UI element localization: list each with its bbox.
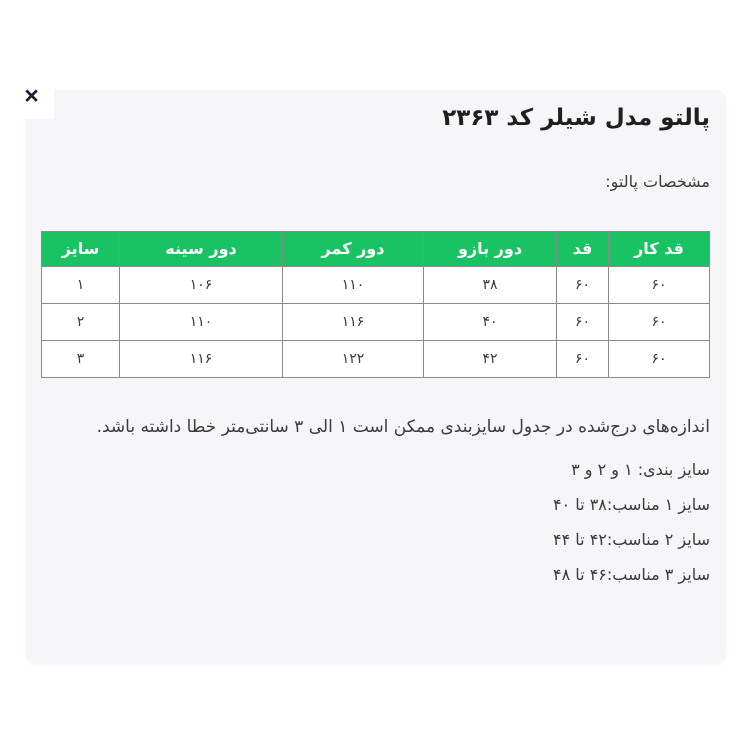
size-table-body: ۶۰ ۶۰ ۳۸ ۱۱۰ ۱۰۶ ۱ ۶۰ ۶۰ ۴۰ ۱۱۶ ۱۱۰ ۲ ۶۰ ۶۰ ۴۲ ۱۲۲ ۱۱۶ ۳ <box>41 265 710 378</box>
size-table: قد کار قد دور بازو دور کمر دور سینه سایز ۶۰ ۶۰… <box>41 230 710 378</box>
size-table-row: ۶۰ ۶۰ ۴۰ ۱۱۶ ۱۱۰ ۲ <box>41 302 710 341</box>
size-table-col-header: سایز <box>41 230 120 267</box>
size-table-cell: ۳ <box>41 339 120 378</box>
tolerance-note: اندازه‌های درج‌شده در جدول سایزبندی ممکن… <box>96 416 710 437</box>
size-table-cell: ۱۰۶ <box>119 265 283 304</box>
size-table-header-row: قد کار قد دور بازو دور کمر دور سینه سایز <box>41 230 710 267</box>
size-table-cell: ۴۲ <box>423 339 557 378</box>
size-table-cell: ۱۱۶ <box>282 302 424 341</box>
size-table-cell: ۶۰ <box>556 265 609 304</box>
size-table-cell: ۱۱۶ <box>119 339 283 378</box>
size-table-row: ۶۰ ۶۰ ۳۸ ۱۱۰ ۱۰۶ ۱ <box>41 265 710 304</box>
size-table-col-header: دور کمر <box>282 230 424 267</box>
size-table-cell: ۱۱۰ <box>282 265 424 304</box>
size-2-line: سایز ۲ مناسب:۴۲ تا ۴۴ <box>553 530 710 550</box>
product-title: پالتو مدل شیلر کد ۲۳۶۳ <box>442 105 710 131</box>
size-table-cell: ۶۰ <box>608 339 710 378</box>
size-table-row: ۶۰ ۶۰ ۴۲ ۱۲۲ ۱۱۶ ۳ <box>41 339 710 378</box>
size-table-cell: ۶۰ <box>556 302 609 341</box>
size-1-line: سایز ۱ مناسب:۳۸ تا ۴۰ <box>553 495 710 515</box>
size-table-cell: ۳۸ <box>423 265 557 304</box>
size-table-cell: ۴۰ <box>423 302 557 341</box>
size-table-cell: ۱۲۲ <box>282 339 424 378</box>
size-table-cell: ۶۰ <box>608 265 710 304</box>
size-table-col-header: قد کار <box>608 230 710 267</box>
specs-label: مشخصات پالتو: <box>605 172 710 192</box>
size-table-cell: ۱۱۰ <box>119 302 283 341</box>
size-3-line: سایز ۳ مناسب:۴۶ تا ۴۸ <box>553 565 710 585</box>
size-table-col-header: قد <box>556 230 609 267</box>
close-button[interactable]: × <box>9 74 54 119</box>
size-table-cell: ۶۰ <box>556 339 609 378</box>
size-table-col-header: دور سینه <box>119 230 283 267</box>
size-table-col-header: دور بازو <box>423 230 557 267</box>
size-table-cell: ۲ <box>41 302 120 341</box>
sizing-line: سایز بندی: ۱ و ۲ و ۳ <box>571 460 710 480</box>
size-table-cell: ۱ <box>41 265 120 304</box>
size-guide-modal: پالتو مدل شیلر کد ۲۳۶۳ مشخصات پالتو: قد … <box>26 90 726 663</box>
close-icon: × <box>24 82 39 110</box>
size-table-cell: ۶۰ <box>608 302 710 341</box>
